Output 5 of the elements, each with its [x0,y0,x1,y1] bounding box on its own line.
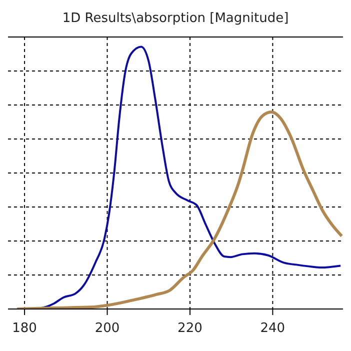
x-tick-label: 240 [260,321,286,336]
x-tick-label: 180 [12,321,37,336]
x-tick-label: 200 [94,321,120,336]
chart-title: 1D Results\absorption [Magnitude] [61,10,290,28]
x-tick-label: 220 [178,321,202,336]
